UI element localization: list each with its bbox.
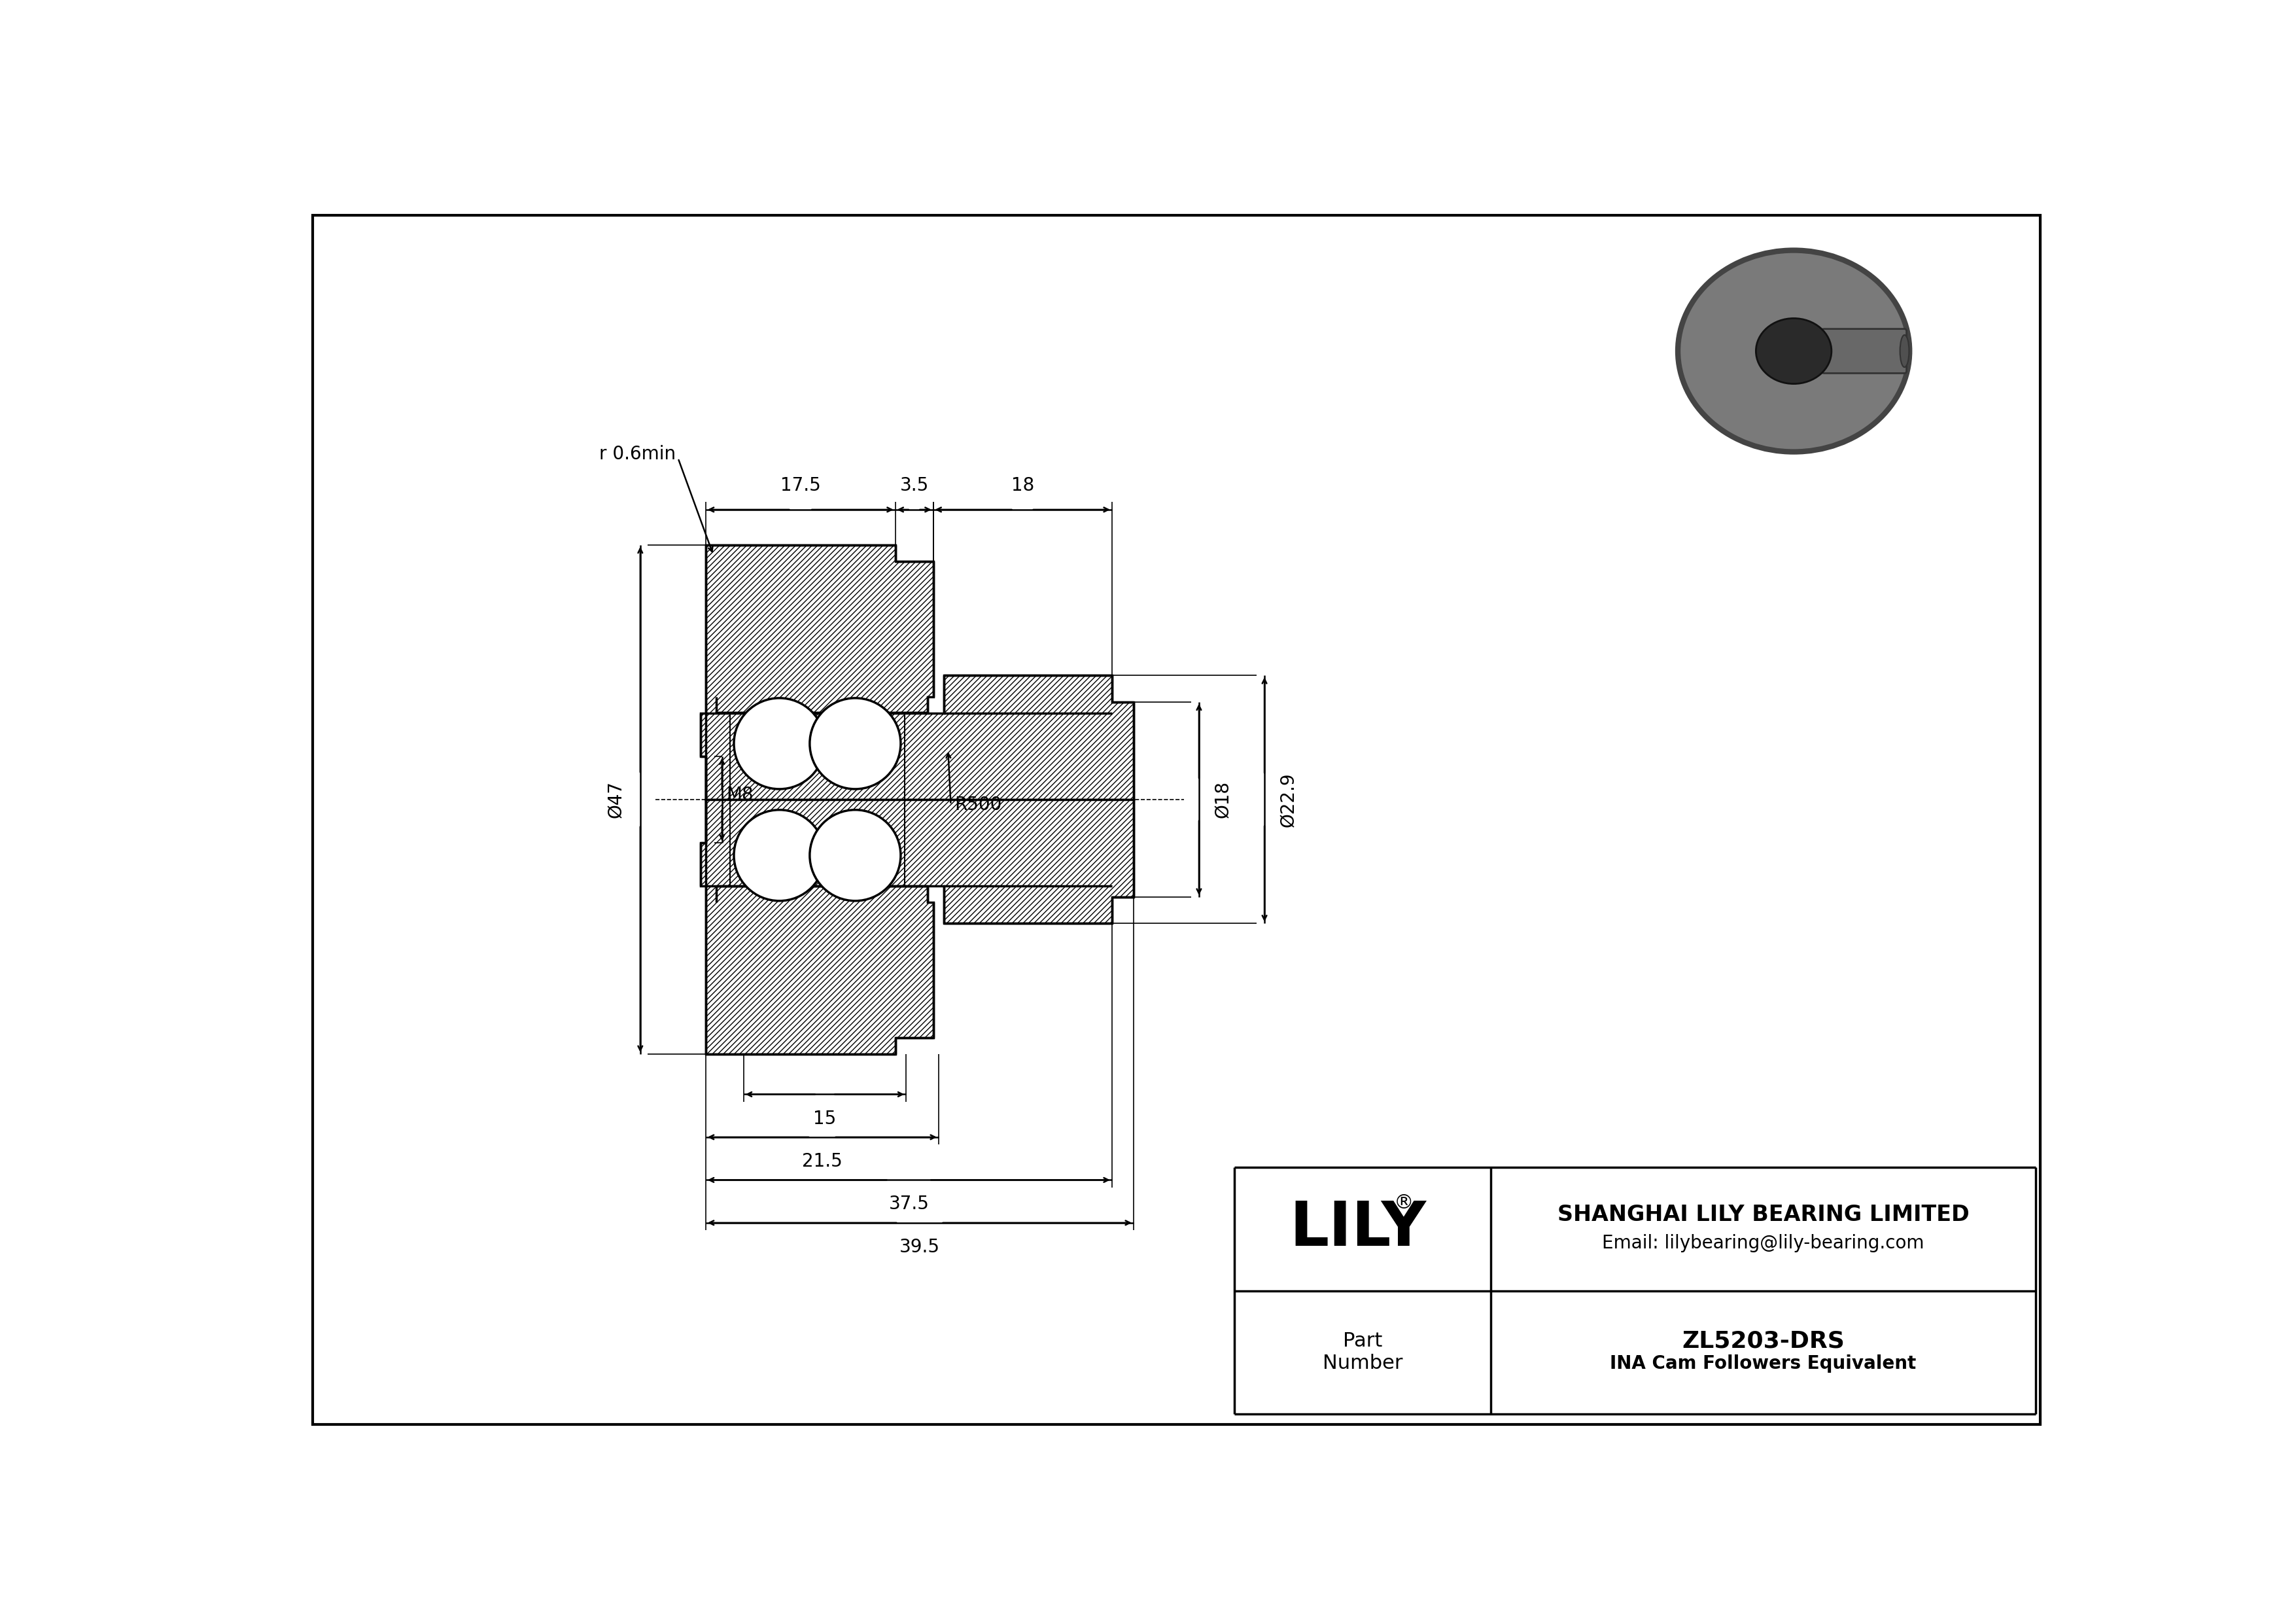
Text: 39.5: 39.5 xyxy=(900,1237,939,1257)
Text: r 0.6min: r 0.6min xyxy=(599,445,675,463)
Text: Email: lilybearing@lily-bearing.com: Email: lilybearing@lily-bearing.com xyxy=(1603,1234,1924,1252)
Text: SHANGHAI LILY BEARING LIMITED: SHANGHAI LILY BEARING LIMITED xyxy=(1557,1203,1970,1226)
Text: Ø18: Ø18 xyxy=(1215,781,1233,818)
Ellipse shape xyxy=(1756,318,1832,383)
Text: 18: 18 xyxy=(1010,476,1033,495)
Circle shape xyxy=(735,698,824,789)
Ellipse shape xyxy=(1678,250,1910,451)
Polygon shape xyxy=(700,799,1134,924)
Text: 17.5: 17.5 xyxy=(781,476,820,495)
Text: Ø22.9: Ø22.9 xyxy=(1279,771,1297,827)
Text: ZL5203-DRS: ZL5203-DRS xyxy=(1681,1330,1844,1353)
Polygon shape xyxy=(705,546,932,799)
Text: Part: Part xyxy=(1343,1332,1382,1351)
Polygon shape xyxy=(700,676,1134,799)
Polygon shape xyxy=(705,799,932,1054)
Text: 3.5: 3.5 xyxy=(900,476,928,495)
Text: LILY: LILY xyxy=(1290,1199,1426,1259)
Text: Number: Number xyxy=(1322,1354,1403,1372)
Text: Ø47: Ø47 xyxy=(606,781,625,818)
Ellipse shape xyxy=(1901,335,1908,367)
Text: ®: ® xyxy=(1394,1194,1414,1212)
Text: R500: R500 xyxy=(955,796,1001,814)
Text: M8: M8 xyxy=(726,786,753,804)
Circle shape xyxy=(735,810,824,901)
Text: 15: 15 xyxy=(813,1109,836,1127)
Text: 37.5: 37.5 xyxy=(889,1195,930,1213)
Circle shape xyxy=(810,810,900,901)
FancyBboxPatch shape xyxy=(1823,330,1906,374)
Circle shape xyxy=(810,698,900,789)
Text: INA Cam Followers Equivalent: INA Cam Followers Equivalent xyxy=(1609,1354,1917,1372)
Text: 21.5: 21.5 xyxy=(801,1153,843,1171)
